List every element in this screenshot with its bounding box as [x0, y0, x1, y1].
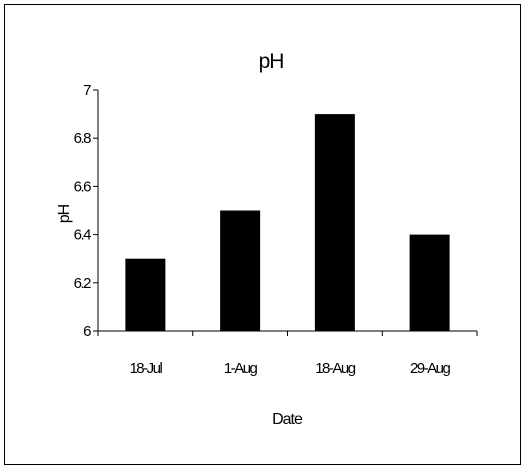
y-tick-label: 7	[83, 82, 91, 99]
x-tick-label: 1-Aug	[224, 360, 258, 377]
bar-4	[409, 234, 450, 331]
chart-title: pH	[259, 50, 284, 73]
x-tick-label: 29-Aug	[410, 360, 451, 377]
y-tick-label: 6.8	[74, 130, 92, 147]
y-tick-label: 6.6	[74, 178, 92, 195]
chart-frame	[4, 4, 521, 465]
plot-area: 6 6.2 6.4 6.6 6.8 7 18-Jul 1-Aug 18-Aug 29-Aug	[74, 82, 478, 377]
y-axis-title: pH	[56, 204, 73, 223]
x-axis-title: Date	[272, 411, 303, 428]
y-tick-label: 6.2	[74, 275, 92, 292]
bar-3	[314, 114, 355, 331]
x-tick-label: 18-Jul	[129, 360, 162, 377]
x-tick-label: 18-Aug	[315, 360, 356, 377]
bar-1	[125, 258, 166, 331]
y-tick-label: 6.4	[74, 227, 92, 244]
y-tick-label: 6	[83, 323, 91, 340]
bar-2	[220, 210, 261, 331]
